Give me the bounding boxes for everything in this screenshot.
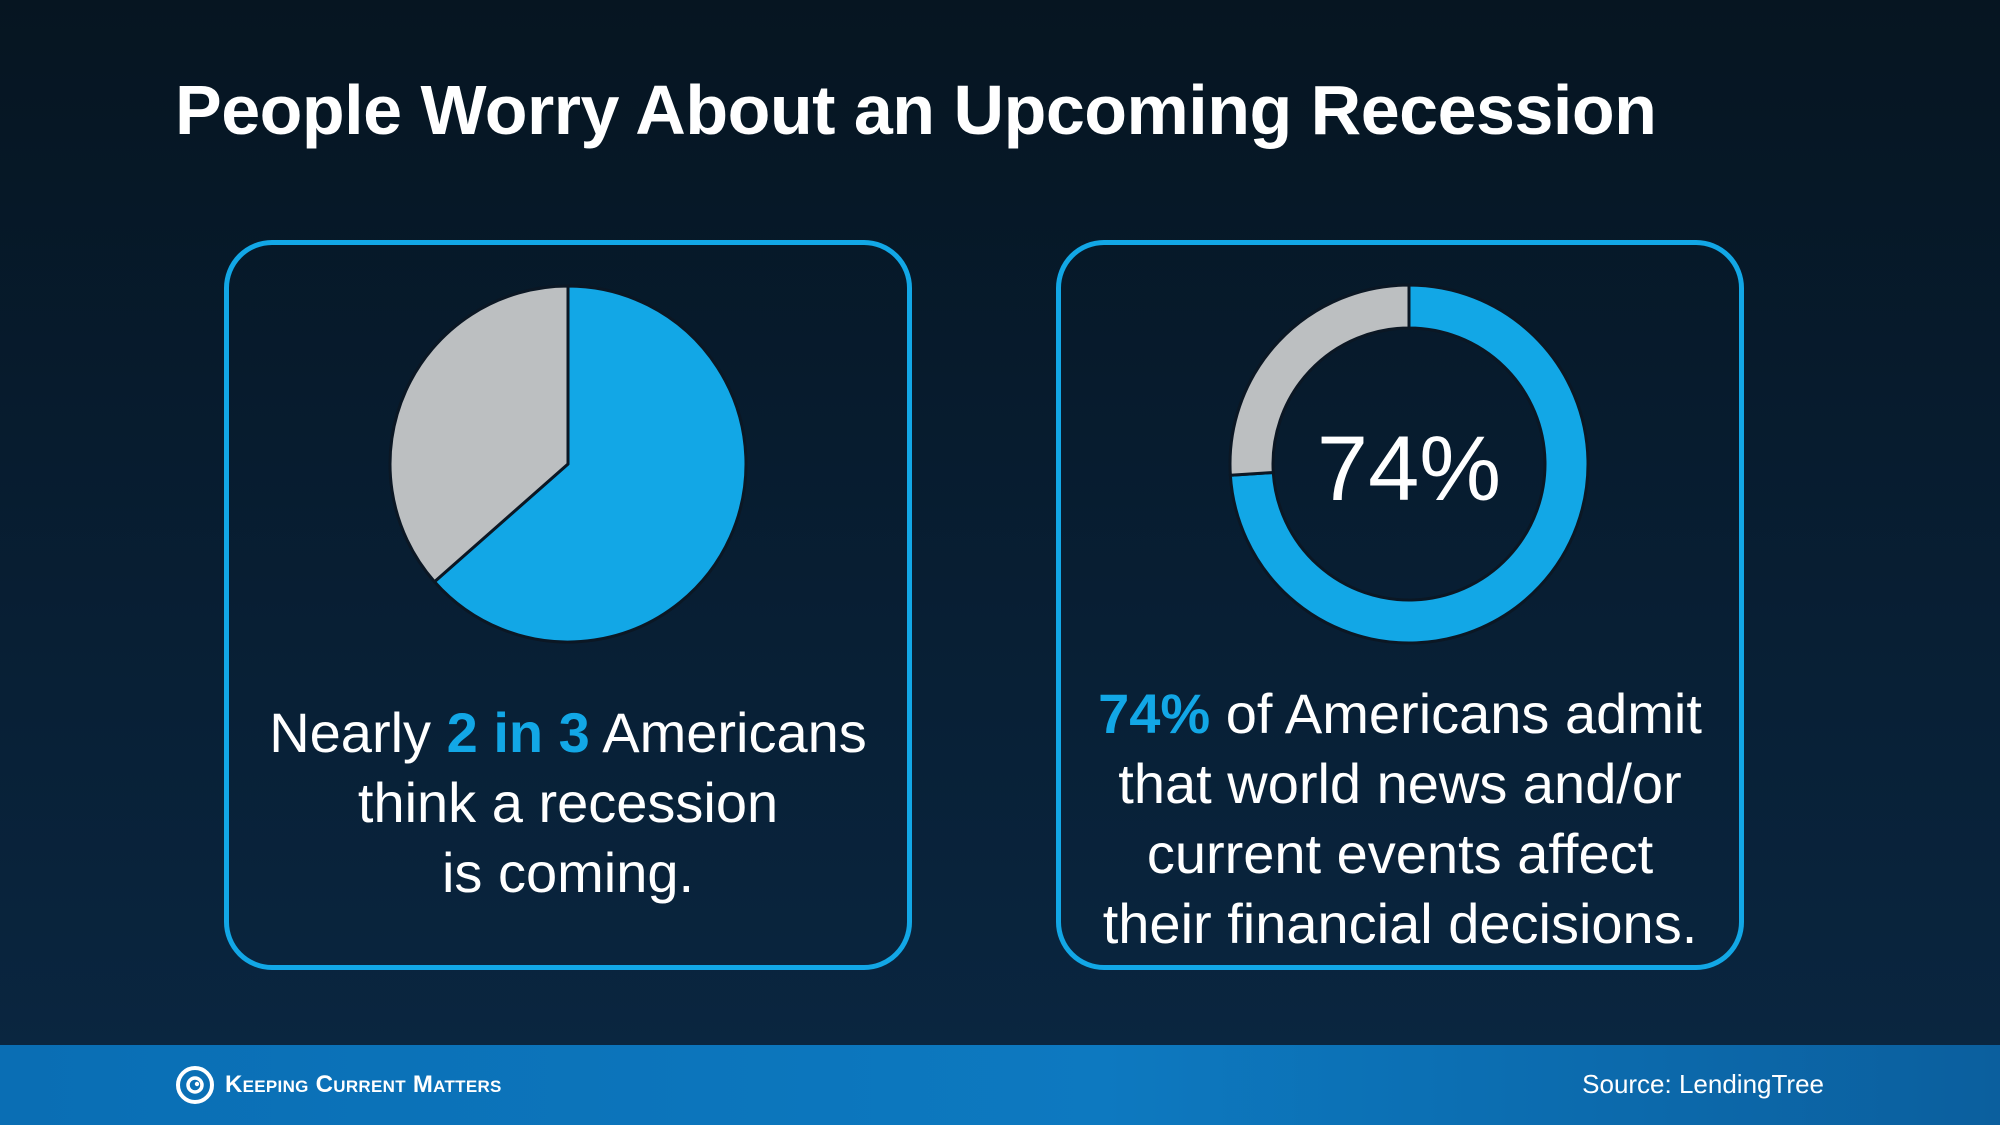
caption-line-4: their financial decisions.: [1102, 892, 1698, 955]
caption-highlight: 74%: [1098, 682, 1211, 745]
footer-bar: Keeping Current Matters Source: LendingT…: [0, 1045, 2000, 1125]
brand-name: Keeping Current Matters: [225, 1071, 502, 1098]
caption-line-3: is coming.: [441, 841, 695, 904]
financial-donut-chart: 74%: [1228, 283, 1590, 645]
pie-slice-0: [432, 284, 748, 644]
pie-slice-1: [388, 284, 570, 584]
caption-text: Nearly: [269, 701, 447, 764]
caption-line-1: Nearly 2 in 3 Americans: [229, 698, 907, 768]
caption-line-1: 74% of Americans admit: [1061, 679, 1739, 749]
donut-slice-1: [1228, 283, 1411, 477]
donut-center-label: 74%: [1317, 418, 1501, 520]
caption-line-2: think a recession: [357, 771, 779, 834]
financial-caption: 74% of Americans admit that world news a…: [1061, 679, 1739, 959]
financial-decisions-panel: 74% 74% of Americans admit that world ne…: [1056, 240, 1744, 970]
recession-pie-chart: [388, 284, 748, 644]
recession-caption: Nearly 2 in 3 Americans think a recessio…: [229, 698, 907, 908]
swirl-logo-icon: [176, 1066, 214, 1104]
recession-expectation-panel: Nearly 2 in 3 Americans think a recessio…: [224, 240, 912, 970]
caption-line-2: that world news and/or: [1118, 752, 1682, 815]
brand-logo: Keeping Current Matters: [175, 1063, 502, 1107]
source-note: Source: LendingTree: [1582, 1069, 1824, 1099]
caption-text: Americans: [589, 701, 867, 764]
caption-text: of Americans admit: [1210, 682, 1702, 745]
caption-line-3: current events affect: [1146, 822, 1654, 885]
page-title: People Worry About an Upcoming Recession: [175, 71, 1657, 149]
donut-slice-0: [1228, 283, 1590, 645]
caption-highlight: 2 in 3: [446, 701, 590, 764]
